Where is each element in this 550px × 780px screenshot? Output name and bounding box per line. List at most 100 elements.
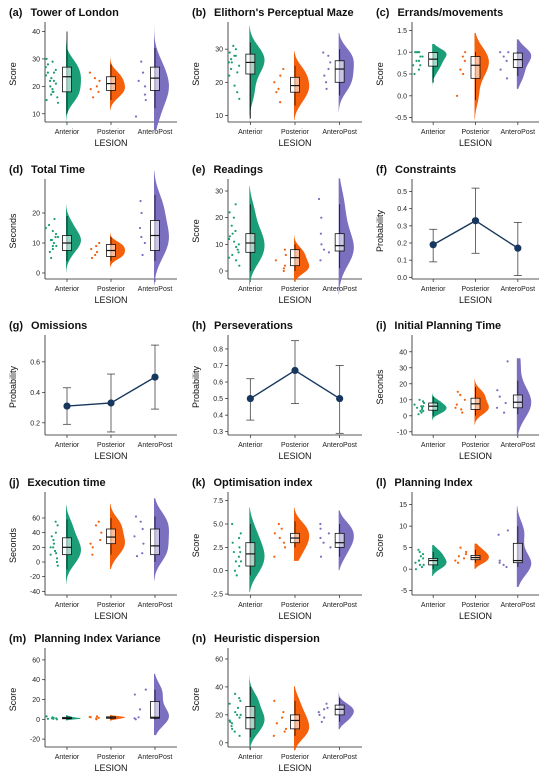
data-point	[50, 93, 53, 96]
data-point	[239, 532, 242, 535]
data-point	[463, 398, 466, 401]
panel-tag: (l)	[376, 477, 387, 489]
y-tick-label: 0	[36, 560, 40, 567]
data-point	[139, 199, 142, 203]
data-point	[422, 557, 425, 560]
y-axis-label: Seconds	[375, 369, 385, 405]
density-anterior	[66, 18, 81, 128]
data-point	[327, 251, 330, 254]
data-point	[234, 48, 237, 51]
data-point	[137, 79, 140, 82]
data-point	[141, 253, 144, 257]
data-point	[93, 77, 96, 80]
data-point	[135, 555, 139, 558]
x-tick-label: AnteroPost	[138, 286, 173, 293]
panel-k: (k) Optimisation index -2.5 0.0 2.5 5.0 7.5 Ant…	[191, 477, 362, 621]
data-point	[419, 55, 422, 58]
data-point	[52, 542, 56, 545]
box	[512, 394, 523, 409]
y-tick-label: 0.4	[397, 206, 407, 213]
data-point	[55, 552, 58, 555]
data-point	[505, 565, 508, 569]
density-anteropost	[154, 170, 169, 286]
panel-f: (f) Constraints 0.0 0.1 0.2 0.3 0.4 0.5 Anterior…	[375, 164, 539, 305]
data-point	[134, 115, 138, 118]
panel-m: (m) Planning Index Variance -20 0 20 40 60 Ante…	[8, 633, 177, 773]
data-point	[275, 722, 278, 725]
y-tick-label: 20	[32, 545, 40, 552]
data-point	[227, 237, 231, 241]
data-point	[319, 522, 322, 526]
data-point	[322, 248, 326, 251]
data-point	[238, 716, 241, 719]
data-point	[95, 715, 99, 718]
data-point	[97, 520, 100, 523]
x-axis-label: LESION	[94, 138, 127, 148]
panel-title-text: Readings	[213, 164, 263, 176]
panel-tag: (b)	[192, 7, 206, 19]
data-point	[229, 720, 232, 723]
y-tick-label: 40	[399, 349, 407, 356]
data-point	[94, 253, 97, 257]
box	[334, 532, 345, 548]
data-point	[139, 520, 142, 523]
x-tick-label: Posterior	[281, 754, 310, 761]
x-axis-label: LESION	[459, 138, 492, 148]
x-tick-label: Anterior	[55, 442, 80, 449]
data-point	[234, 692, 237, 696]
data-point	[459, 546, 462, 549]
mean-point	[336, 394, 344, 403]
data-point	[236, 71, 239, 74]
data-point	[235, 574, 238, 577]
data-point	[279, 101, 282, 104]
data-point	[465, 550, 468, 554]
data-point	[278, 536, 281, 540]
x-tick-label: AnteroPost	[501, 442, 536, 449]
y-tick-label: 0	[219, 269, 223, 276]
mean-point	[63, 402, 71, 410]
data-point	[456, 390, 459, 393]
data-point	[272, 734, 275, 737]
data-point	[54, 68, 57, 71]
x-tick-label: Posterior	[97, 602, 126, 609]
y-tick-label: 0.0	[397, 275, 407, 282]
box	[150, 66, 160, 91]
data-point	[239, 560, 243, 563]
panel-tag: (k)	[192, 477, 206, 489]
mean-point	[429, 241, 437, 249]
y-tick-label: 10	[399, 397, 407, 404]
x-tick-label: Anterior	[421, 442, 446, 449]
x-tick-label: AnteroPost	[501, 286, 536, 293]
y-axis-label: Probability	[191, 365, 201, 408]
data-point	[98, 241, 101, 245]
y-tick-label: 0.0	[213, 568, 223, 575]
panel-title: (e) Readings	[192, 164, 263, 176]
data-point	[280, 527, 283, 530]
x-tick-label: AnteroPost	[322, 129, 357, 136]
data-point	[140, 60, 143, 63]
panel-j: (j) Execution time -40 -20 0 20 40 60 Anterior Po…	[8, 477, 177, 621]
data-point	[415, 59, 418, 63]
data-point	[273, 532, 276, 535]
data-point	[97, 90, 100, 93]
data-point	[499, 68, 502, 71]
data-point	[95, 717, 98, 720]
mean-point	[514, 244, 522, 252]
y-tick-label: 1.5	[397, 28, 407, 35]
data-point	[54, 520, 57, 523]
x-tick-label: Anterior	[55, 286, 80, 293]
x-tick-label: Posterior	[461, 129, 490, 136]
panel-i: (i) Initial Planning Time -10 0 10 20 30 40 Ante…	[375, 320, 539, 461]
data-point	[141, 71, 145, 74]
x-tick-label: Anterior	[238, 129, 263, 136]
y-tick-label: -20	[30, 574, 40, 581]
density-anteropost	[338, 178, 354, 295]
y-tick-label: 20	[215, 712, 223, 719]
data-point	[233, 569, 237, 572]
x-tick-label: AnteroPost	[322, 754, 357, 761]
panel-tag: (e)	[192, 164, 206, 176]
y-axis-label: Score	[191, 688, 201, 712]
data-point	[326, 706, 329, 709]
data-point	[239, 550, 242, 554]
data-point	[143, 93, 147, 96]
